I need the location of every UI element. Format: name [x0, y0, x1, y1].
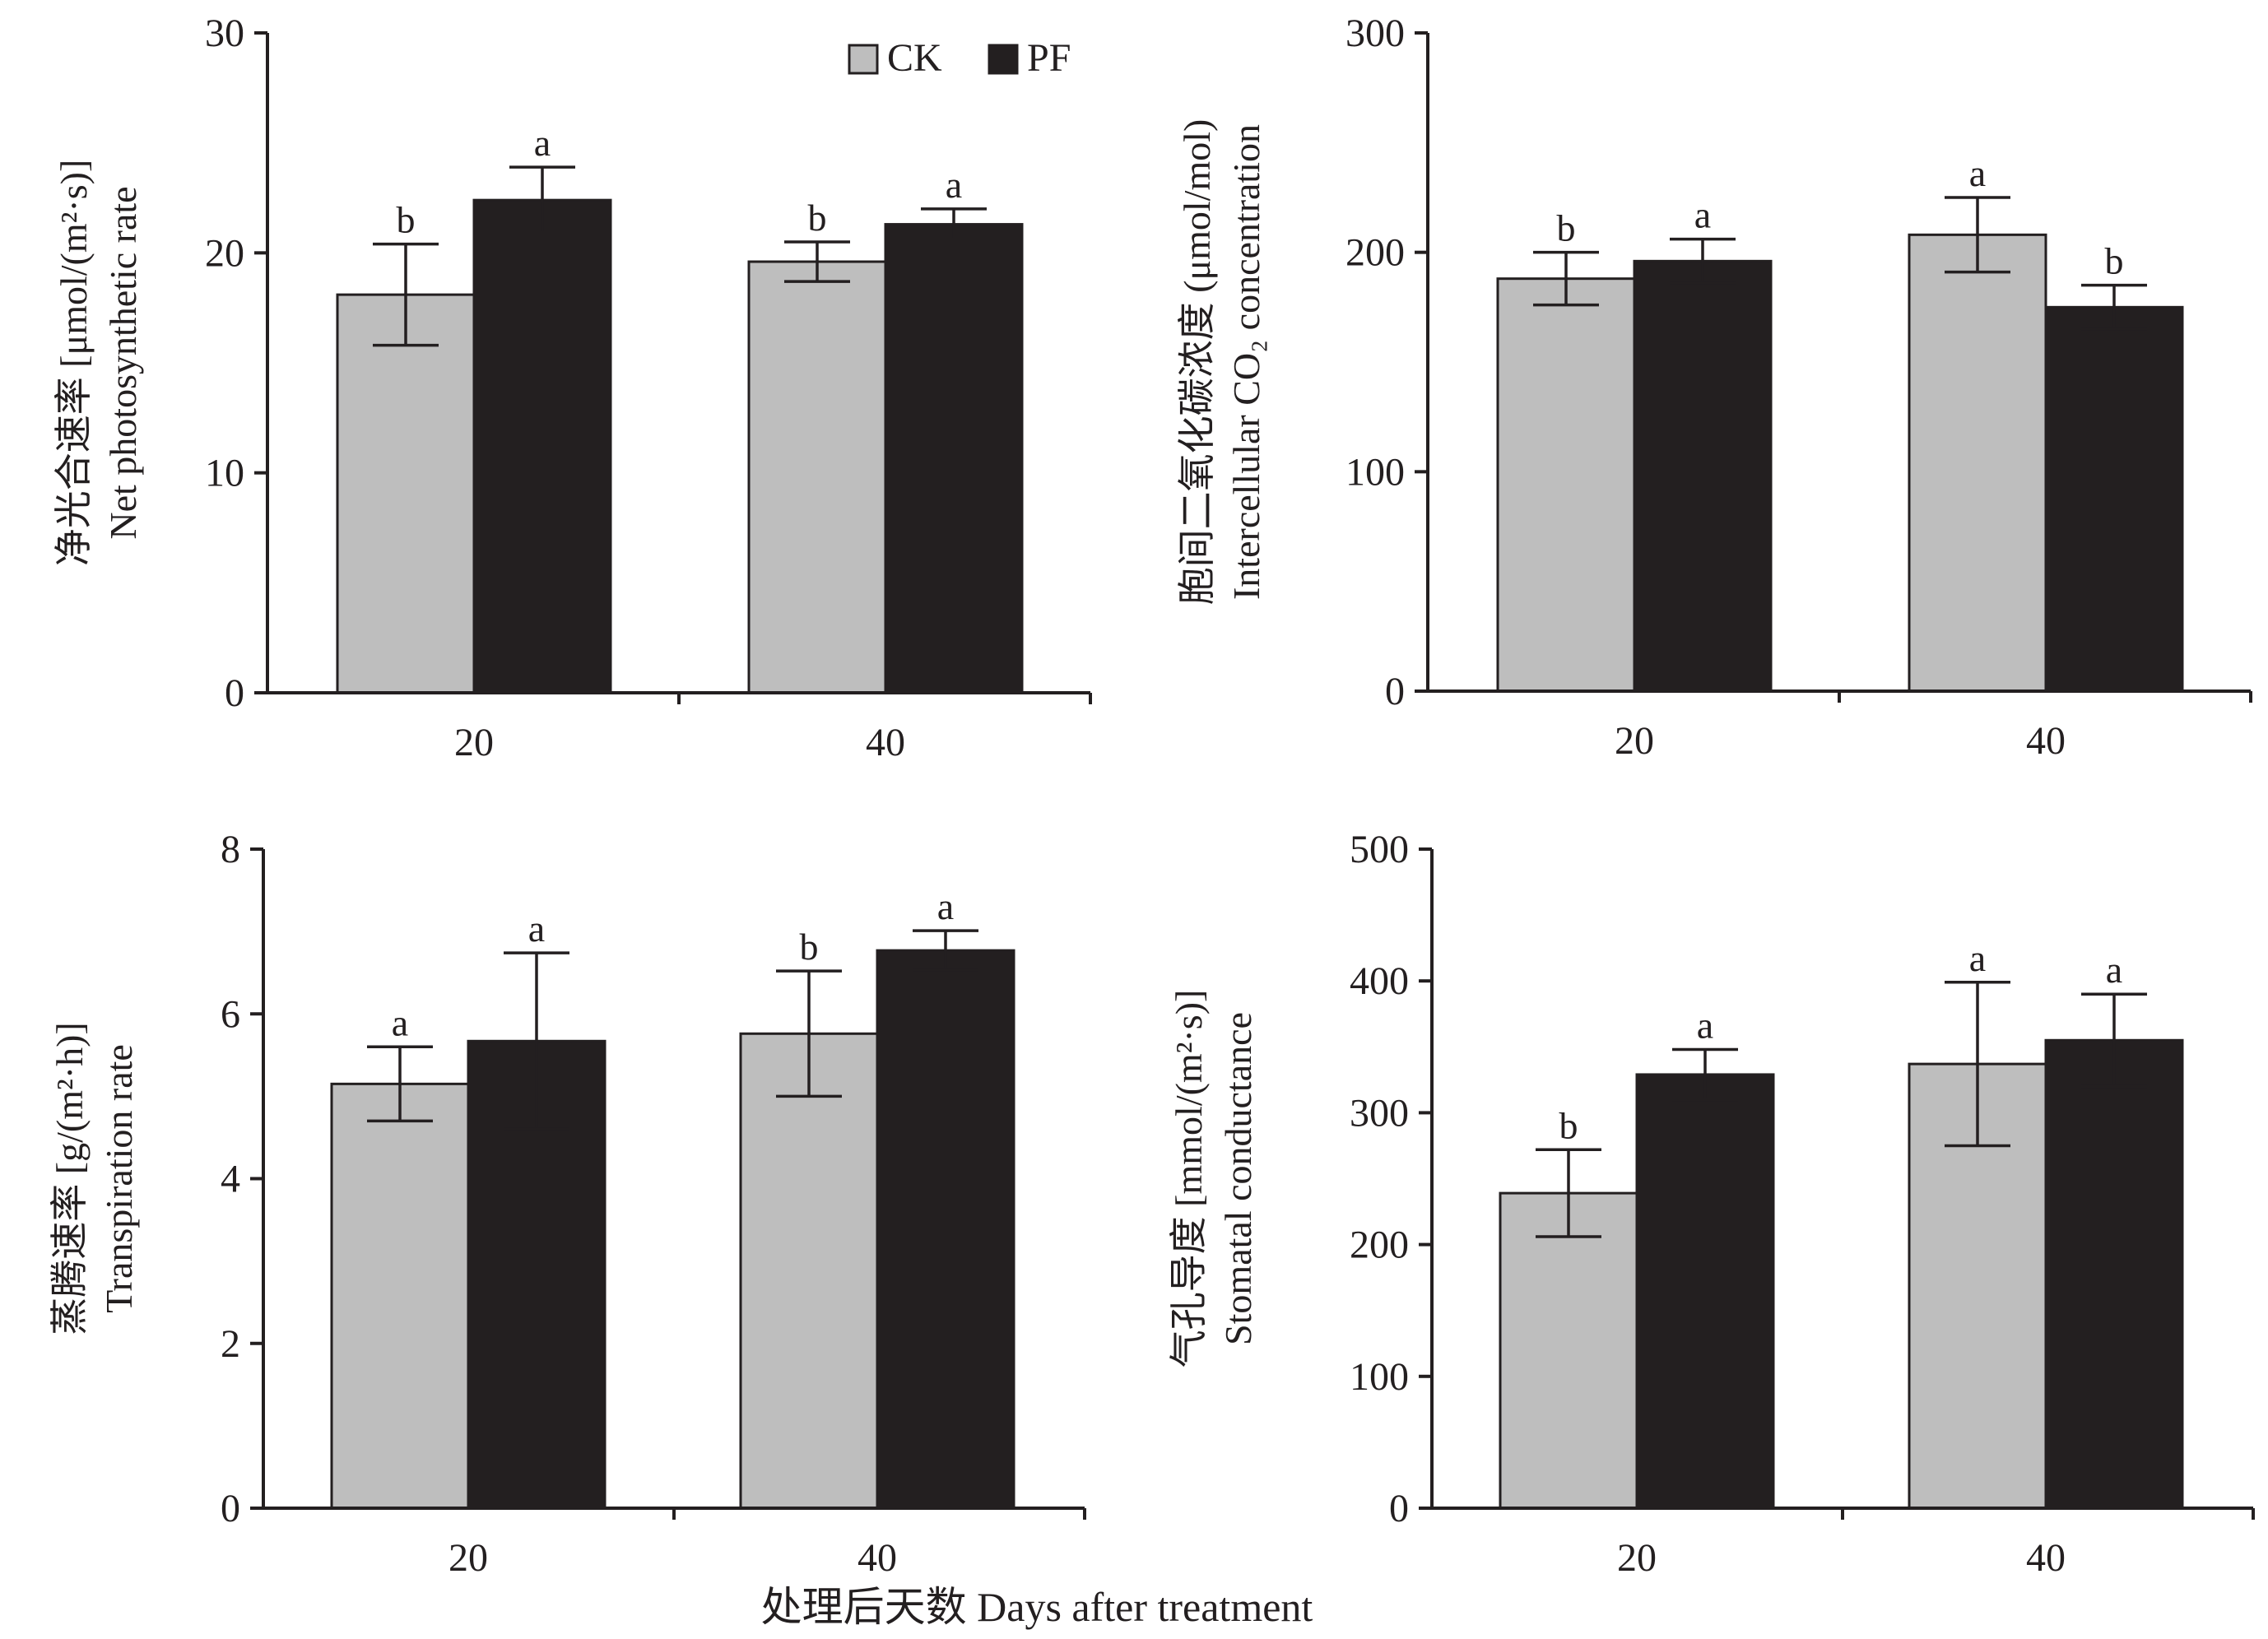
y-tick-label: 6 — [221, 992, 240, 1036]
bar-ck-20 — [330, 1082, 470, 1510]
significance-label-ck-20: b — [397, 199, 416, 241]
y-tick-label: 100 — [1345, 450, 1405, 494]
y-axis-title-cn: 蒸腾速率 [g/(m²·h)] — [49, 1022, 91, 1335]
y-axis-title-en: Net photosynthetic rate — [102, 186, 144, 539]
bar-ck-40 — [739, 1032, 879, 1510]
bar-ck-40 — [1908, 233, 2047, 693]
significance-label-pf-20: a — [1697, 1005, 1713, 1047]
bar-ck-20 — [336, 293, 476, 694]
y-tick-label: 10 — [205, 452, 244, 495]
y-tick-label: 300 — [1350, 1091, 1409, 1135]
y-tick-label: 400 — [1350, 959, 1409, 1003]
significance-label-pf-20: a — [528, 908, 545, 950]
significance-label-pf-20: a — [1694, 194, 1711, 236]
x-tick-label-20: 20 — [448, 1536, 488, 1580]
panel-4: b a a a 0 100 200 300 400 500 20 40 气孔导度 [mmol/(m²·s… — [1168, 828, 2255, 1580]
significance-label-ck-40: a — [1969, 937, 1986, 979]
bar-pf-20 — [1635, 1073, 1775, 1510]
y-tick-label: 200 — [1345, 231, 1405, 275]
y-tick-label: 2 — [221, 1322, 240, 1366]
x-tick-label-20: 20 — [454, 721, 494, 764]
y-axis-title-cn: 净光合速率 [μmol/(m²·s)] — [53, 160, 95, 567]
x-tick-label-20: 20 — [1615, 719, 1654, 763]
significance-label-ck-20: b — [1557, 207, 1576, 249]
significance-label-ck-40: a — [1969, 152, 1986, 194]
significance-label-pf-40: a — [2106, 949, 2122, 991]
legend-swatch-pf — [988, 44, 1019, 75]
significance-label-ck-20: a — [392, 1001, 408, 1043]
legend: CK PF — [848, 36, 1071, 80]
y-axis-title-en: Transpiration rate — [98, 1044, 140, 1313]
x-tick-label-40: 40 — [857, 1536, 897, 1580]
panel-2: b a a b 0 100 200 300 20 40 胞间二氧化碳浓度 (μmol/mol) Int… — [1176, 12, 2252, 763]
y-tick-label: 200 — [1350, 1223, 1409, 1267]
significance-label-pf-20: a — [534, 122, 551, 164]
y-axis-title-en: Intercellular CO₂ concentration — [1225, 124, 1267, 600]
y-tick-label: 30 — [205, 12, 244, 55]
significance-label-ck-20: b — [1559, 1104, 1578, 1146]
bar-pf-40 — [2044, 305, 2184, 693]
x-tick-label-20: 20 — [1617, 1536, 1657, 1580]
y-tick-label: 20 — [205, 231, 244, 275]
y-tick-label: 0 — [1385, 670, 1405, 713]
bar-pf-20 — [472, 198, 612, 694]
y-axis-title-cn: 胞间二氧化碳浓度 (μmol/mol) — [1176, 119, 1218, 606]
significance-label-ck-40: b — [808, 197, 827, 239]
significance-label-ck-40: b — [800, 926, 819, 968]
y-axis-title-cn: 气孔导度 [mmol/(m²·s)] — [1168, 990, 1210, 1368]
bar-ck-20 — [1499, 1191, 1638, 1510]
y-tick-label: 0 — [225, 671, 244, 715]
significance-label-pf-40: a — [937, 885, 954, 927]
significance-label-pf-40: a — [946, 164, 962, 206]
y-tick-label: 300 — [1345, 12, 1405, 55]
bar-pf-40 — [2044, 1038, 2184, 1510]
panel-3: a b a a 0 2 4 6 8 20 40 蒸腾速率 [g/(m²·h)] Transpiratio… — [49, 828, 1086, 1580]
y-tick-label: 4 — [221, 1158, 240, 1201]
x-tick-label-40: 40 — [2026, 719, 2066, 763]
bar-ck-40 — [747, 260, 887, 694]
legend-label-ck: CK — [887, 36, 942, 80]
y-tick-label: 0 — [1389, 1487, 1409, 1530]
x-tick-label-40: 40 — [2026, 1536, 2066, 1580]
significance-label-pf-40: b — [2105, 240, 2124, 282]
x-axis-title: 处理后天数 Days after treatment — [761, 1584, 1313, 1630]
y-tick-label: 500 — [1350, 828, 1409, 871]
panel-1: b b a a 0 10 20 30 20 40 净光合速率 [μmol/(m²·s)] Net ph… — [53, 12, 1092, 764]
y-axis-title-en: Stomatal conductance — [1217, 1012, 1259, 1345]
y-tick-label: 8 — [221, 828, 240, 871]
y-tick-label: 0 — [221, 1487, 240, 1530]
legend-swatch-ck — [848, 44, 879, 75]
legend-label-pf: PF — [1027, 36, 1071, 80]
bar-ck-20 — [1496, 277, 1636, 693]
bar-pf-40 — [884, 223, 1024, 694]
x-tick-label-40: 40 — [866, 721, 905, 764]
bar-pf-20 — [1633, 259, 1773, 693]
y-tick-label: 100 — [1350, 1355, 1409, 1399]
bar-pf-40 — [876, 949, 1015, 1510]
